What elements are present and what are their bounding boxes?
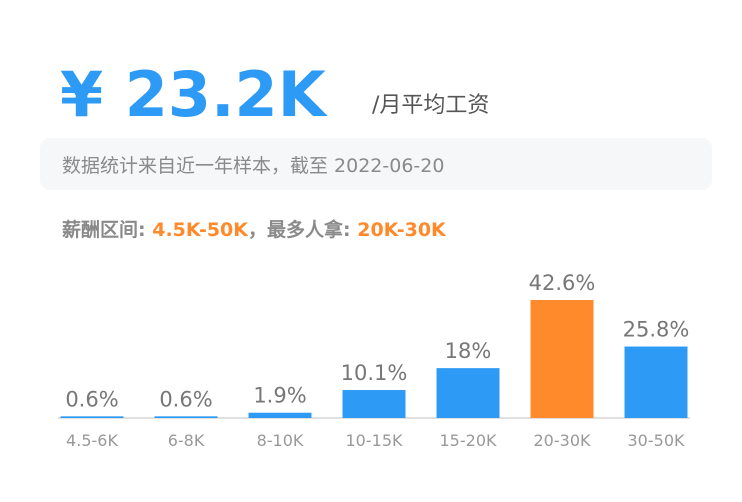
bar: [530, 300, 594, 418]
x-tick-label: 6-8K: [168, 431, 205, 450]
value-label: 0.6%: [159, 387, 212, 411]
x-tick-label: 4.5-6K: [66, 431, 118, 450]
range-value: 4.5K-50K: [152, 219, 249, 241]
value-label: 0.6%: [65, 387, 118, 411]
bar: [436, 368, 500, 418]
bar: [154, 416, 218, 418]
salary-suffix: /月平均工资: [372, 93, 489, 118]
bar: [248, 412, 312, 418]
range-label: 薪酬区间:: [62, 218, 152, 241]
average-salary: ¥ 23.2K: [60, 58, 328, 131]
x-tick-label: 30-50K: [628, 431, 685, 450]
x-tick-label: 10-15K: [346, 431, 403, 450]
mode-label: ，最多人拿:: [248, 218, 357, 241]
range-line: 薪酬区间: 4.5K-50K，最多人拿: 20K-30K: [62, 218, 447, 241]
bar: [624, 346, 688, 418]
x-tick-label: 8-10K: [257, 431, 304, 450]
x-tick-label: 20-30K: [534, 431, 591, 450]
value-label: 1.9%: [253, 384, 306, 408]
mode-value: 20K-30K: [357, 219, 447, 241]
x-tick-label: 15-20K: [440, 431, 497, 450]
bar: [60, 416, 124, 418]
note: 数据统计来自近一年样本，截至 2022-06-20: [62, 155, 444, 177]
bar: [342, 390, 406, 418]
value-label: 42.6%: [529, 271, 596, 295]
note-box: [40, 138, 712, 190]
value-label: 18%: [445, 339, 492, 363]
value-label: 25.8%: [623, 318, 690, 342]
value-label: 10.1%: [341, 361, 408, 385]
